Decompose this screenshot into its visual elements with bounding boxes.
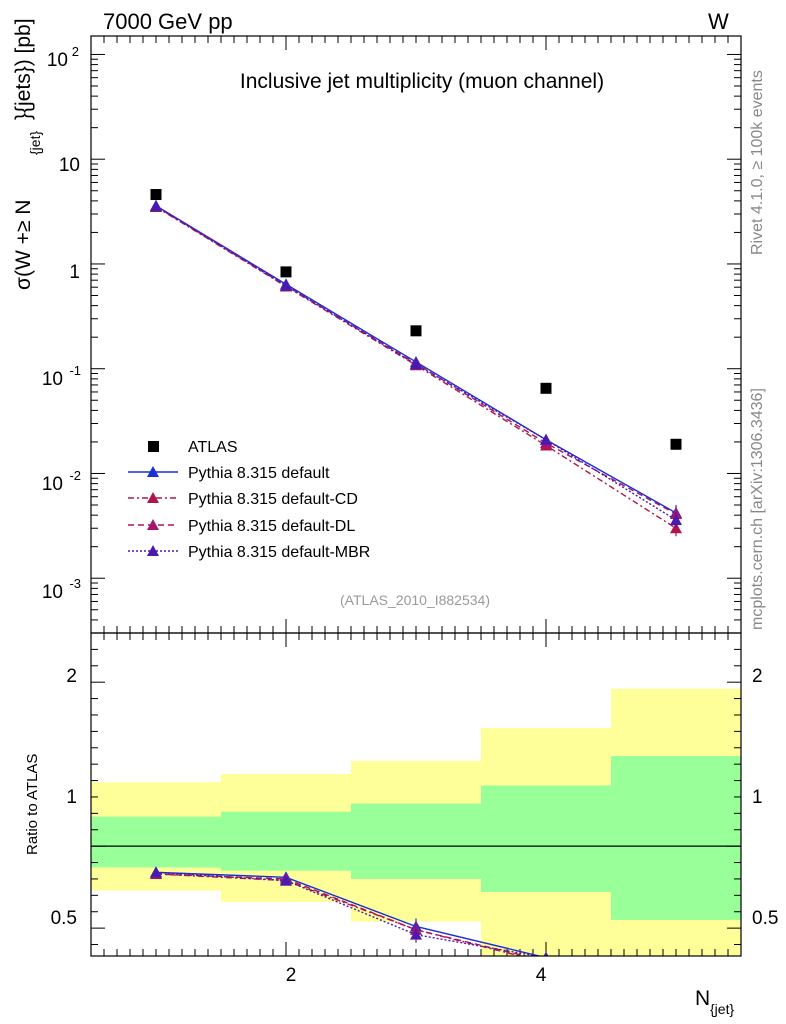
ytick-label-0p001: 10 xyxy=(42,582,63,603)
legend-atlas-marker xyxy=(148,441,159,452)
mcplots-label: mcplots.cern.ch [arXiv:1306.3436] xyxy=(749,388,766,630)
ratio-series-marker-3 xyxy=(410,928,422,940)
ratio-ytick-label-1-right: 1 xyxy=(752,787,763,808)
ratio-ytick-label-0p5-right: 0.5 xyxy=(752,908,778,929)
legend-cd: Pythia 8.315 default-CD xyxy=(188,491,358,508)
ratio-frame xyxy=(90,632,742,957)
xtick-label-4: 4 xyxy=(536,965,547,986)
stat-uncertainty-band xyxy=(611,755,741,920)
y-axis-title: σ(W +≥ N {jet} }{jets}) [pb] xyxy=(12,18,43,290)
legend-cd-marker xyxy=(147,492,159,503)
atlas-data-point xyxy=(670,438,682,450)
y-axis-title-sub: {jet} xyxy=(27,131,43,155)
ratio-ytick-label-2-right: 2 xyxy=(752,666,763,687)
mc-series-marker-4 xyxy=(150,200,162,212)
stat-uncertainty-band xyxy=(481,785,611,893)
legend: ATLAS Pythia 8.315 default Pythia 8.315 … xyxy=(128,439,370,561)
ratio-panel: 2 1 0.5 2 1 0.5 2 4 Ratio to ATLAS N {je… xyxy=(24,632,778,1017)
atlas-data-point xyxy=(150,189,162,201)
legend-default: Pythia 8.315 default xyxy=(188,465,330,482)
x-axis-title-sub: {jet} xyxy=(710,1001,734,1017)
stat-uncertainty-band xyxy=(221,811,351,871)
ratio-ytick-label-0p5-left: 0.5 xyxy=(51,908,77,929)
ytick-label-0p1: 10 xyxy=(42,369,63,390)
legend-default-marker xyxy=(147,466,159,477)
ratio-series-marker-2 xyxy=(670,970,682,981)
atlas-data-point xyxy=(410,325,422,337)
ytick-label-0p001-exp: -3 xyxy=(69,576,81,591)
legend-dl-marker xyxy=(147,519,159,530)
rivet-version-label: Rivet 4.1.0, ≥ 100k events xyxy=(749,70,766,255)
ratio-ytick-label-1-left: 1 xyxy=(66,787,77,808)
mc-series-marker-4 xyxy=(280,279,292,291)
legend-atlas: ATLAS xyxy=(188,439,238,456)
ratio-series-marker-0 xyxy=(670,968,682,979)
ytick-label-1: 1 xyxy=(69,262,80,283)
beam-energy-label: 7000 GeV pp xyxy=(103,9,233,34)
legend-dl: Pythia 8.315 default-DL xyxy=(188,518,355,535)
ratio-series-marker-3 xyxy=(280,874,292,886)
ytick-label-0p01: 10 xyxy=(42,474,63,495)
stat-uncertainty-band xyxy=(91,816,221,868)
ratio-y-axis-title: Ratio to ATLAS xyxy=(24,754,41,855)
ratio-series-marker-3 xyxy=(670,973,682,984)
mc-series-marker-4 xyxy=(540,433,552,445)
atlas-data-point xyxy=(280,266,292,278)
process-label: W xyxy=(708,9,729,34)
ytick-label-0p1-exp: -1 xyxy=(69,363,81,378)
ytick-label-10: 10 xyxy=(59,155,80,176)
legend-mbr: Pythia 8.315 default-MBR xyxy=(188,544,370,561)
ytick-label-0p01-exp: -2 xyxy=(69,468,81,483)
atlas-data-point xyxy=(540,382,552,394)
y-axis-title-main: σ(W +≥ N xyxy=(12,200,35,290)
mc-series-marker-4 xyxy=(410,358,422,370)
ytick-label-100: 10 xyxy=(47,50,68,71)
ratio-series-marker-3 xyxy=(150,866,162,878)
main-panel: Inclusive jet multiplicity (muon channel… xyxy=(12,18,742,634)
chart-title: Inclusive jet multiplicity (muon channel… xyxy=(240,70,604,93)
mc-series-marker-4 xyxy=(670,513,682,525)
ratio-series-marker-1 xyxy=(670,978,682,989)
ytick-label-100-exp: 2 xyxy=(72,44,79,59)
x-axis-title: N {jet} xyxy=(695,987,734,1017)
x-axis-title-main: N xyxy=(695,987,710,1010)
xtick-label-2: 2 xyxy=(286,965,297,986)
ratio-series-marker-3 xyxy=(543,951,549,956)
ratio-ytick-label-2-left: 2 xyxy=(66,666,77,687)
analysis-reference: (ATLAS_2010_I882534) xyxy=(340,592,490,608)
y-axis-title-tail: }{jets}) [pb] xyxy=(12,18,35,120)
stat-uncertainty-band xyxy=(351,803,481,879)
legend-mbr-marker xyxy=(147,545,159,556)
